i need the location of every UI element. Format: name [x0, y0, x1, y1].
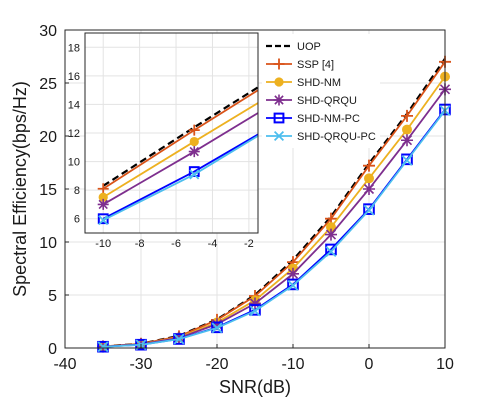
data-point-plus — [401, 109, 413, 122]
data-point-x — [287, 280, 299, 291]
data-point-square — [273, 112, 285, 124]
inset-series-shd-qrqu — [97, 112, 258, 210]
inset-series-uop — [102, 86, 258, 187]
data-point-x — [273, 130, 285, 142]
data-point-circle — [364, 173, 374, 184]
data-point-x — [173, 333, 185, 345]
inset-x-tick-label: -10 — [95, 238, 111, 250]
data-point-square — [249, 304, 261, 316]
y-tick-label: 20 — [39, 129, 57, 146]
inset-x-tick-label: -4 — [208, 238, 218, 250]
data-point-plus — [188, 124, 200, 136]
data-point-x — [97, 341, 109, 353]
data-point-plus — [273, 58, 285, 70]
inset-y-tick-label: 18 — [68, 42, 80, 54]
data-point-asterisk — [188, 146, 200, 158]
data-point-square — [401, 153, 413, 166]
data-point-x — [363, 204, 375, 216]
x-tick-label: -30 — [129, 356, 152, 373]
x-tick-label: -40 — [53, 356, 76, 373]
x-tick-label: -10 — [281, 356, 304, 373]
data-point-plus — [97, 183, 109, 195]
data-point-square — [325, 243, 337, 256]
y-tick-label: 0 — [48, 341, 57, 358]
inset-series-line — [102, 133, 258, 220]
y-tick-label: 10 — [39, 235, 57, 252]
data-point-square — [363, 203, 375, 215]
inset-y-tick-label: 14 — [68, 99, 80, 111]
data-point-asterisk — [211, 318, 223, 331]
legend-label: UOP — [297, 41, 321, 53]
data-point-circle — [402, 124, 412, 135]
inset-x-tick-label: -8 — [135, 238, 145, 250]
data-point-asterisk — [401, 134, 413, 147]
y-tick-label: 30 — [39, 23, 57, 40]
data-point-asterisk — [249, 297, 261, 310]
data-point-asterisk — [97, 198, 109, 210]
legend-label: SHD-NM-PC — [297, 113, 360, 125]
x-tick-label: -20 — [205, 356, 228, 373]
data-point-asterisk — [273, 94, 285, 106]
legend-item: SSP [4] — [266, 58, 334, 71]
inset-frame — [84, 32, 259, 234]
data-point-asterisk — [287, 267, 299, 280]
legend-item: SHD-QRQU-PC — [266, 130, 376, 143]
data-point-x — [401, 154, 413, 166]
y-tick-label: 15 — [39, 182, 57, 199]
legend-item: SHD-QRQU — [266, 94, 357, 107]
inset-y-tick-label: 10 — [68, 157, 80, 169]
data-point-plus — [363, 159, 375, 172]
inset-series-ssp-4 — [97, 89, 258, 195]
legend-item: SHD-NM — [266, 77, 341, 89]
inset-series — [97, 86, 258, 226]
data-point-x — [249, 305, 261, 317]
inset-y-tick-label: 16 — [68, 71, 80, 83]
x-tick-label: 10 — [436, 356, 454, 373]
y-tick-label: 5 — [48, 288, 57, 305]
data-point-x — [211, 322, 223, 334]
inset-plot: -10 -8 -6 -4 -2 6 8 10 12 14 16 18 — [68, 32, 259, 250]
legend-label: SHD-QRQU — [297, 95, 357, 107]
y-tick-label: 25 — [39, 76, 57, 93]
legend-label: SHD-NM — [297, 77, 341, 89]
data-point-asterisk — [363, 183, 375, 195]
inset-series-shd-nm — [98, 102, 258, 202]
data-point-circle — [189, 136, 199, 147]
x-tick-label: 0 — [365, 356, 374, 373]
data-point-x — [189, 169, 200, 180]
data-point-square — [211, 321, 223, 334]
inset-y-tick-label: 8 — [74, 185, 80, 197]
data-point-square — [287, 278, 299, 291]
inset-series-shd-qrqu-pc — [98, 135, 258, 226]
main-series — [97, 55, 451, 353]
data-point-x — [325, 246, 337, 257]
legend-box — [262, 34, 380, 148]
inset-y-tick-label: 6 — [74, 214, 80, 226]
data-point-x — [98, 215, 109, 226]
legend-label: SHD-QRQU-PC — [297, 131, 376, 143]
data-point-circle — [274, 77, 284, 87]
inset-series-line — [102, 86, 258, 187]
series-line — [102, 110, 446, 348]
inset-y-tick-label: 12 — [68, 128, 80, 140]
legend: UOP SSP [4] SHD-NM SHD-QRQU SHD-NM-PC SHD-QRQ… — [262, 34, 380, 148]
data-point-asterisk — [325, 228, 337, 241]
inset-x-tick-label: -6 — [171, 238, 181, 250]
legend-item: UOP — [266, 41, 321, 53]
inset-x-tick-label: -2 — [244, 238, 254, 250]
x-axis-label: SNR(dB) — [219, 377, 291, 397]
legend-label: SSP [4] — [297, 59, 334, 71]
legend-item: SHD-NM-PC — [266, 112, 360, 125]
y-axis-label: Spectral Efficiency(bps/Hz) — [10, 81, 30, 297]
main-ticks: -40 -30 -20 -10 0 10 0 5 10 15 20 25 30 — [39, 23, 454, 373]
